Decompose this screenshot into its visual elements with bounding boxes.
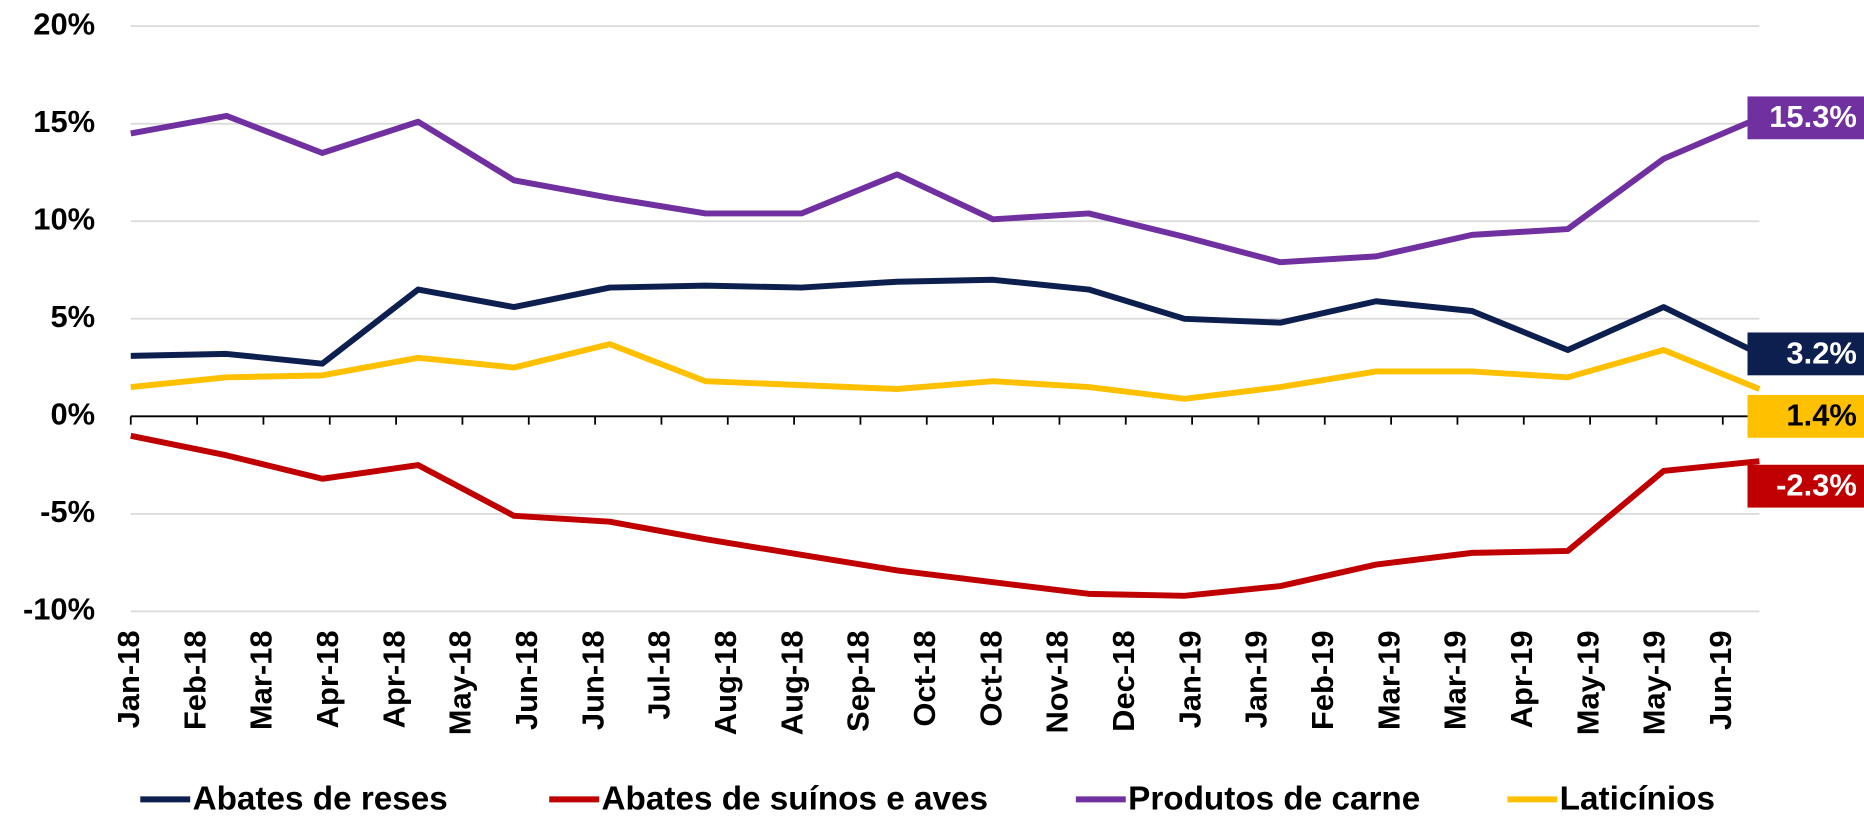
x-tick-label: Apr-18 [310,630,345,728]
x-tick-label: May-19 [1570,630,1605,735]
legend-label: Abates de suínos e aves [602,780,988,816]
y-tick-label: 10% [33,201,95,236]
end-label: 1.4% [1747,394,1864,438]
legend-label: Laticínios [1560,780,1715,816]
y-tick-label: -5% [40,494,95,529]
end-label-box [1747,394,1864,438]
x-tick-label: Jul-18 [642,630,677,719]
series-line [130,341,1761,402]
x-tick-label: Aug-18 [774,630,809,735]
x-tick-label: Jan-19 [1172,630,1207,728]
x-tick-label: Feb-18 [177,630,212,730]
x-tick-label: Jun-18 [509,630,544,730]
series-line [130,432,1760,599]
end-label: -2.3% [1747,464,1864,508]
x-tick-label: Mar-19 [1438,630,1473,730]
x-tick-label: Nov-18 [1040,630,1075,733]
x-tick-label: Apr-19 [1504,630,1539,728]
x-tick-label: Mar-18 [244,630,279,730]
y-tick-label: 5% [50,299,95,334]
x-tick-label: Apr-18 [376,630,411,728]
end-label: 15.3% [1747,96,1864,140]
x-tick-label: Oct-18 [973,630,1008,726]
y-tick-label: -10% [23,592,95,627]
x-tick-label: Mar-19 [1371,630,1406,730]
x-tick-label: May-19 [1637,630,1672,735]
end-label-box [1747,332,1864,376]
x-tick-label: Sep-18 [841,630,876,731]
x-tick-label: Feb-19 [1305,630,1340,730]
x-tick-label: Jan-19 [1239,630,1274,728]
end-label-text: 15.3% [1769,99,1857,134]
x-tick-label: Jun-18 [575,630,610,730]
y-tick-label: 0% [50,396,95,431]
end-label-box [1747,464,1864,508]
end-label-text: 1.4% [1786,398,1856,433]
series-line [130,276,1761,367]
y-tick-label: 15% [33,104,95,139]
end-label-text: 3.2% [1786,335,1856,370]
legend-label: Abates de reses [193,780,448,816]
y-tick-label: 20% [33,6,95,41]
x-tick-label: Dec-18 [1106,630,1141,731]
series-line [130,112,1761,266]
end-label-box [1747,96,1864,140]
x-tick-label: May-18 [443,630,478,735]
end-label-text: -2.3% [1776,468,1857,503]
x-tick-label: Jan-18 [111,630,146,728]
x-tick-label: Oct-18 [907,630,942,726]
end-label: 3.2% [1747,332,1864,376]
x-tick-label: Aug-18 [708,630,743,735]
x-tick-label: Jun-19 [1703,630,1738,730]
legend-label: Produtos de carne [1128,780,1420,816]
